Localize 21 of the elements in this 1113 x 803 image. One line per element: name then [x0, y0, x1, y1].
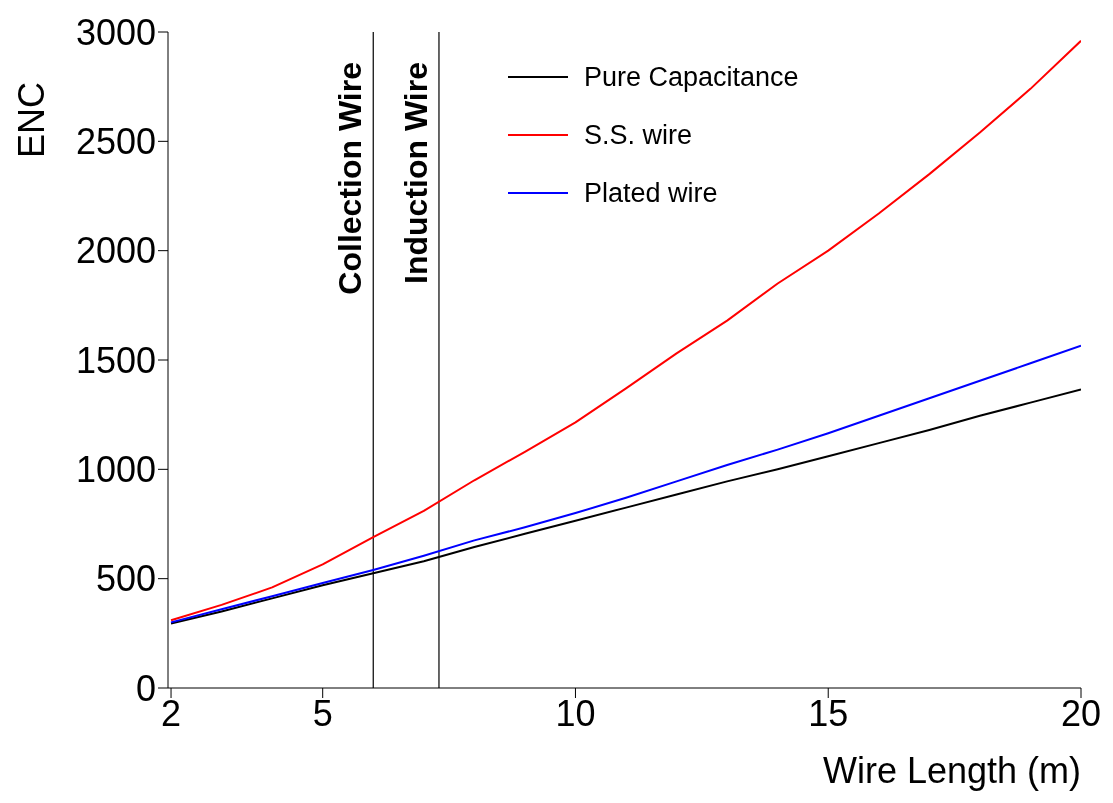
- y-tick-label: 1000: [75, 449, 156, 491]
- line-series: [170, 39, 1081, 622]
- x-axis-title: Wire Length (m): [822, 750, 1081, 791]
- y-axis-title: ENC: [10, 82, 52, 159]
- x-tick-label: 20: [1060, 692, 1102, 734]
- y-tick-label: 2000: [75, 230, 156, 272]
- ref-line-label: Induction Wire: [397, 62, 434, 284]
- y-tick-label: 2500: [75, 121, 156, 163]
- y-tick-label: 1500: [75, 339, 156, 381]
- ref-line-label: Collection Wire: [332, 62, 369, 295]
- legend-label: Pure Capacitance: [584, 61, 799, 93]
- x-tick-label: 10: [555, 692, 596, 734]
- y-tick-label: 3000: [75, 11, 156, 53]
- y-tick-label: 0: [135, 667, 156, 709]
- x-tick-label: 2: [161, 692, 182, 734]
- x-tick-label: 5: [312, 692, 333, 734]
- y-tick-label: 500: [95, 558, 156, 600]
- legend-label: Plated wire: [584, 177, 718, 209]
- line-series: [170, 344, 1081, 624]
- legend-label: S.S. wire: [584, 119, 693, 151]
- x-tick-label: 15: [808, 692, 849, 734]
